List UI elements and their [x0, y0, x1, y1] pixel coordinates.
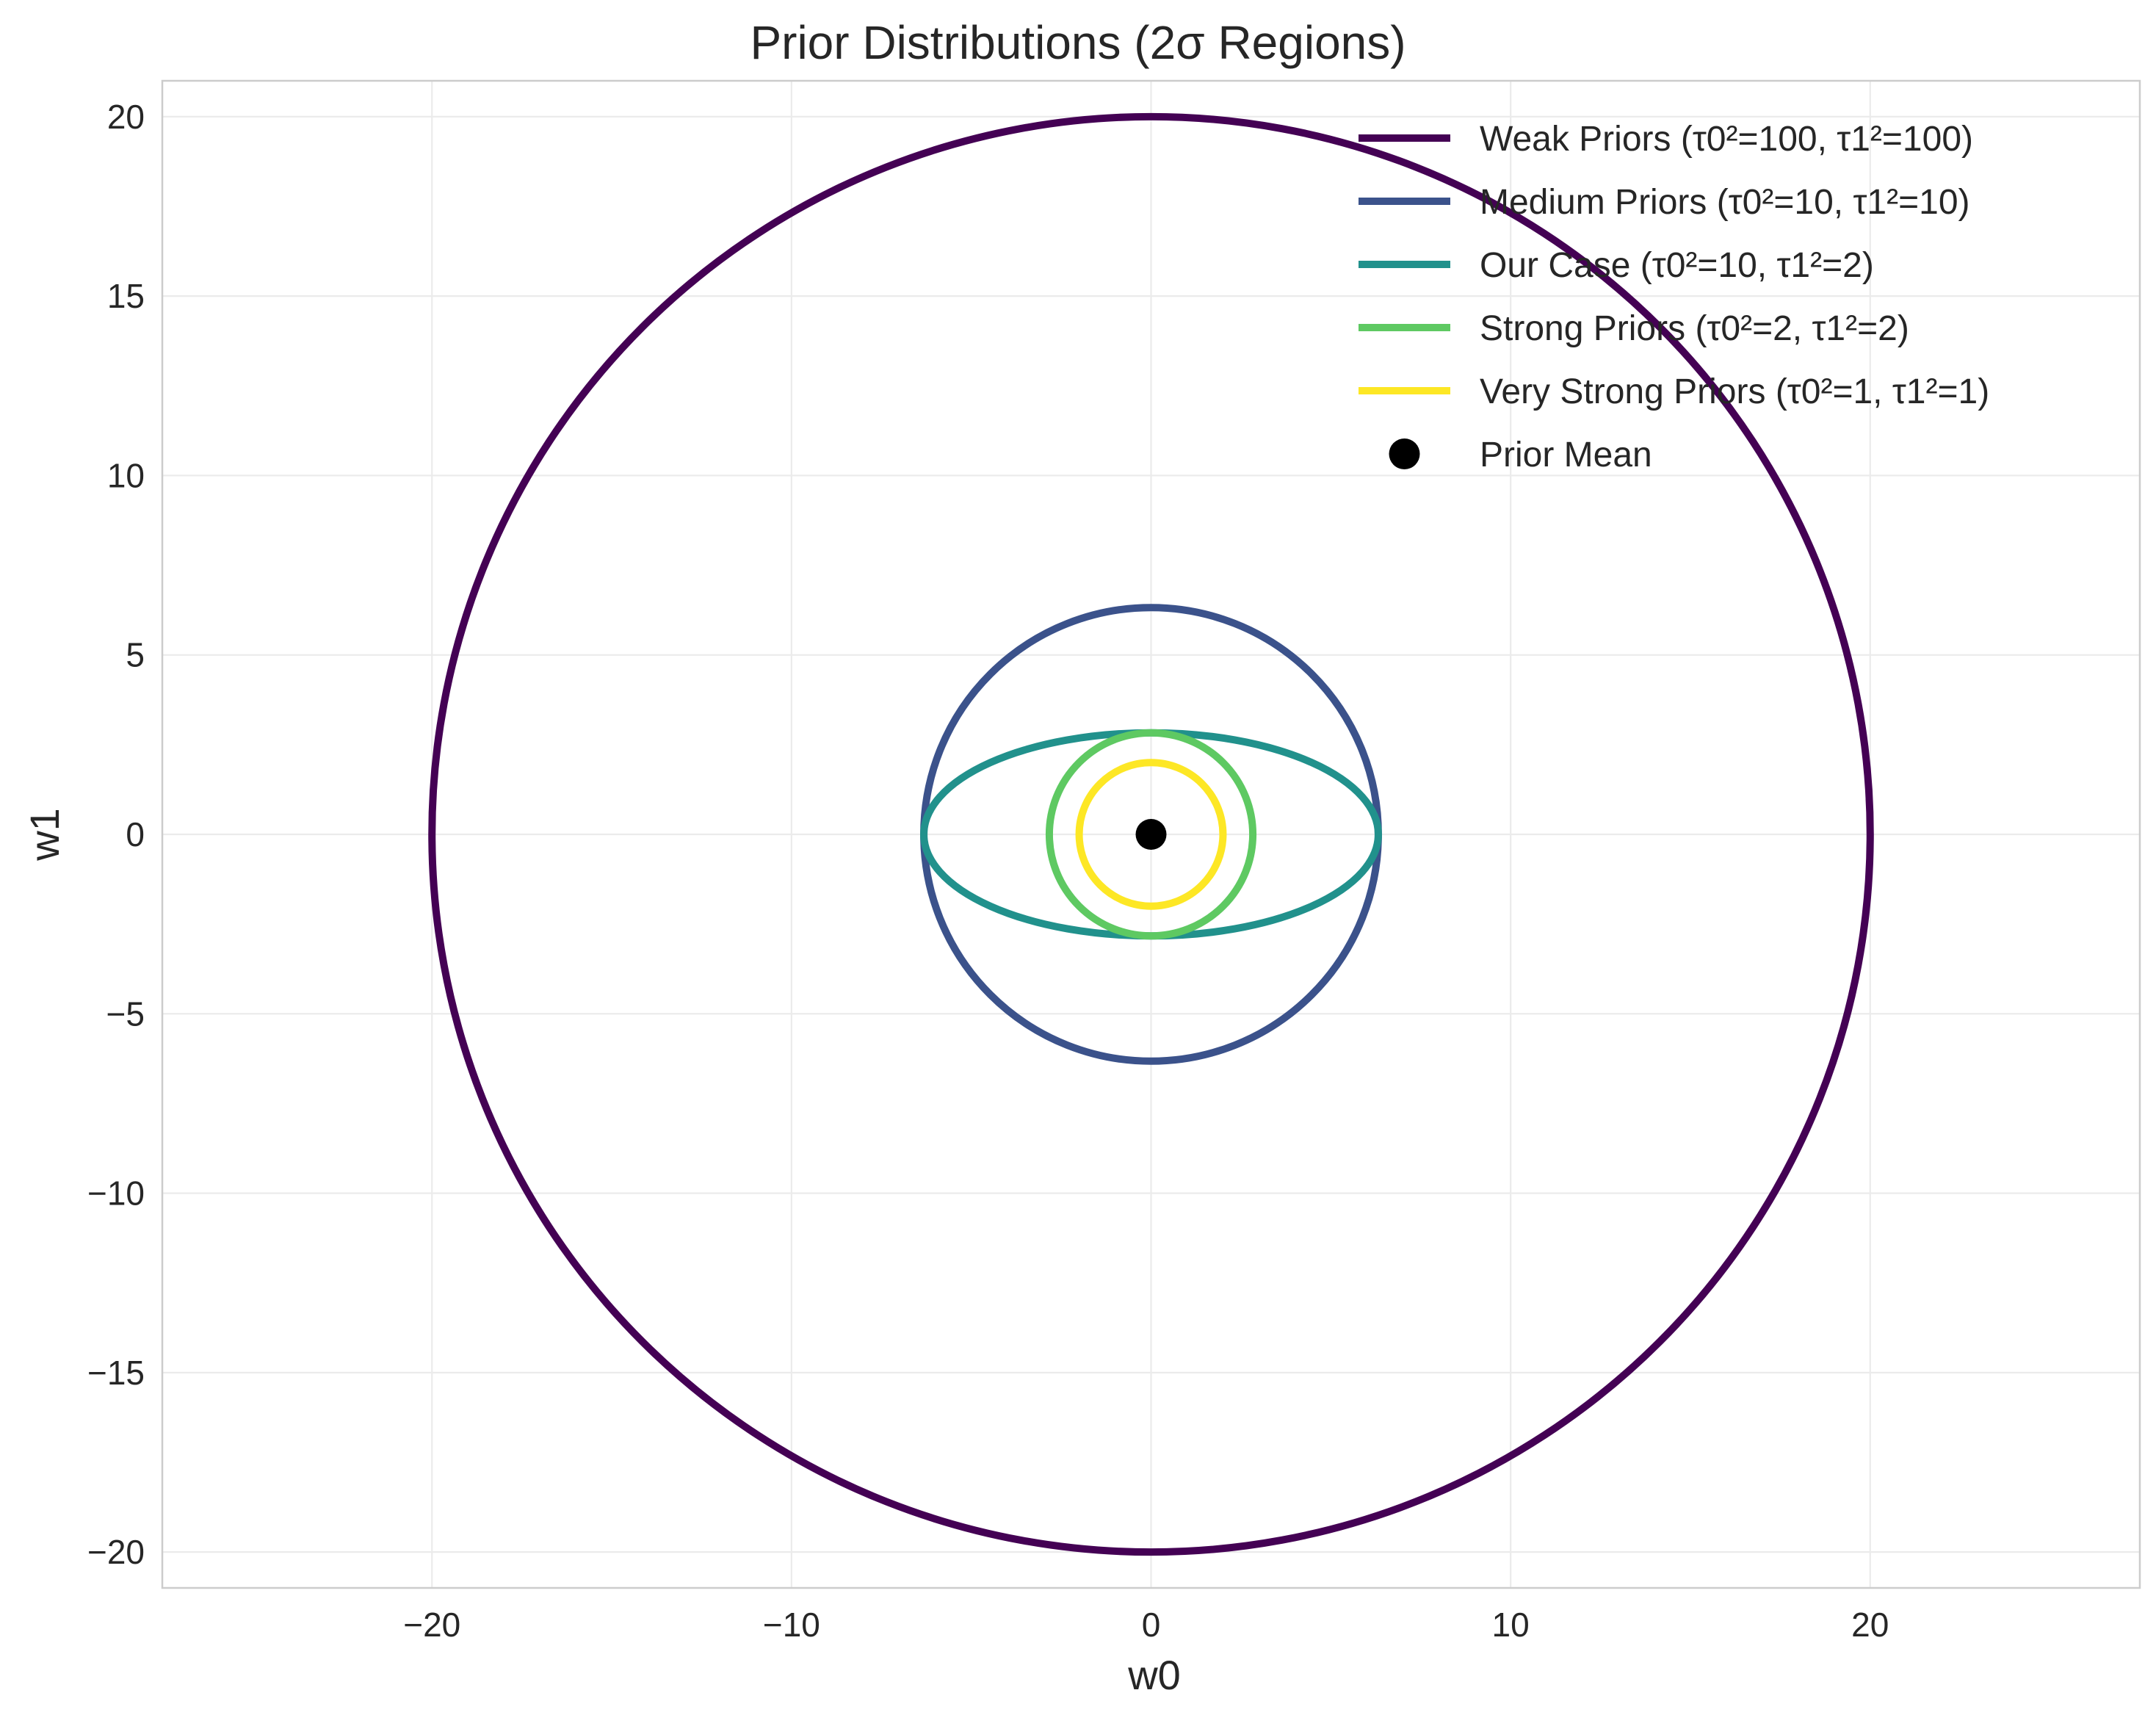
x-axis-label: w0 [1127, 1652, 1181, 1698]
y-tick-label: 10 [107, 456, 145, 494]
series-layer [428, 112, 1874, 1556]
legend-label-1: Medium Priors (τ0²=10, τ1²=10) [1480, 183, 1970, 222]
x-tick-label: 0 [1142, 1606, 1161, 1644]
tick-labels: −20 −10 0 10 20 −20 −15 −10 −5 0 5 10 15 20 [87, 98, 1889, 1644]
series-ellipse-3 [1045, 729, 1257, 940]
y-axis-label: w1 [21, 808, 68, 862]
x-tick-label: −20 [403, 1606, 460, 1644]
chart-title: Prior Distributions (2σ Regions) [750, 16, 1406, 69]
point-layer [1135, 819, 1167, 850]
plot-frame [161, 79, 2141, 1589]
y-tick-label: 20 [107, 98, 145, 136]
x-tick-label: −10 [763, 1606, 820, 1644]
legend-label-2: Our Case (τ0²=10, τ1²=2) [1480, 246, 1874, 285]
legend-label-prior-mean: Prior Mean [1480, 436, 1652, 474]
y-tick-label: −15 [87, 1354, 145, 1392]
legend: Weak Priors (τ0²=100, τ1²=100) Medium Pri… [1359, 120, 1989, 474]
legend-label-3: Strong Priors (τ0²=2, τ1²=2) [1480, 309, 1909, 348]
x-tick-label: 20 [1851, 1606, 1889, 1644]
y-tick-label: −10 [87, 1174, 145, 1213]
y-tick-label: −5 [106, 994, 145, 1033]
legend-swatch-prior-mean [1389, 438, 1420, 469]
prior-mean-point [1135, 819, 1167, 850]
y-tick-label: 5 [126, 636, 145, 674]
y-tick-label: 0 [126, 815, 145, 853]
series-ellipse-4 [1075, 759, 1227, 910]
y-tick-label: 15 [107, 277, 145, 315]
legend-label-4: Very Strong Priors (τ0²=1, τ1²=1) [1480, 372, 1989, 411]
x-tick-label: 10 [1492, 1606, 1530, 1644]
legend-label-0: Weak Priors (τ0²=100, τ1²=100) [1480, 120, 1973, 159]
series-ellipse-0 [428, 112, 1874, 1556]
y-tick-label: −20 [87, 1533, 145, 1571]
